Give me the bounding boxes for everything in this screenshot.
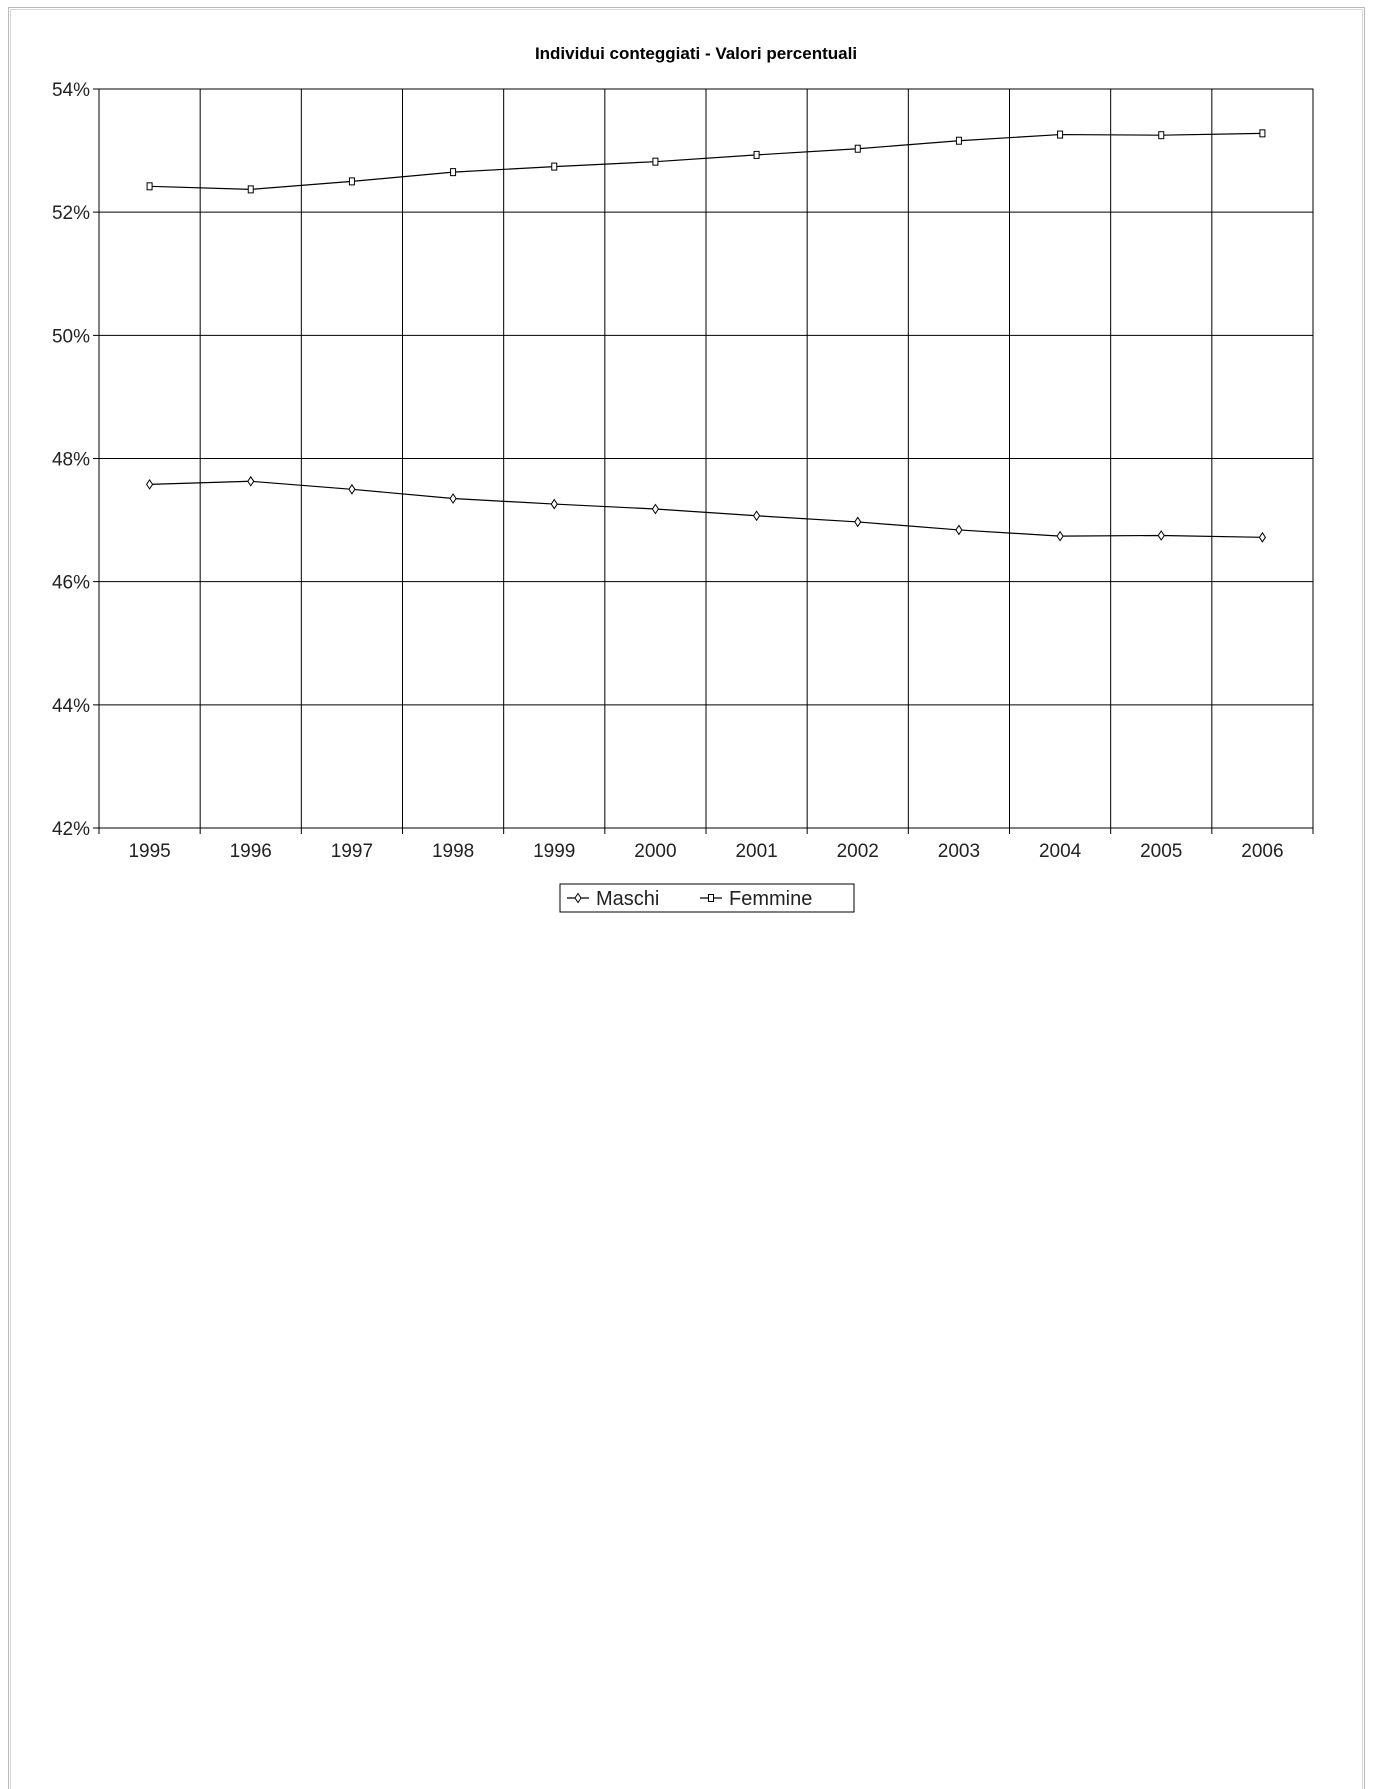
- series: [145, 129, 1267, 543]
- data-point-maschi: [854, 516, 862, 528]
- x-tick-label: 1996: [230, 841, 272, 862]
- grid: [93, 88, 1314, 834]
- data-point-maschi: [247, 475, 255, 487]
- series-line-maschi: [149, 480, 1263, 538]
- x-tick-label: 2000: [634, 841, 676, 862]
- legend-item-maschi: Maschi: [567, 888, 659, 910]
- data-point-maschi: [348, 483, 356, 495]
- legend-label-maschi: Maschi: [596, 888, 659, 910]
- plot-area-border: [98, 88, 1314, 829]
- x-tick-label: 1997: [331, 841, 373, 862]
- data-point-maschi: [1258, 531, 1267, 543]
- data-point-femmine: [854, 144, 861, 153]
- data-point-maschi: [1157, 530, 1165, 541]
- data-point-femmine: [1158, 131, 1165, 140]
- y-tick-label: 48%: [52, 450, 90, 471]
- data-point-maschi: [955, 524, 963, 536]
- data-point-maschi: [145, 478, 154, 490]
- y-tick-label: 46%: [52, 573, 90, 594]
- data-point-maschi: [1056, 530, 1064, 542]
- data-point-femmine: [753, 150, 760, 159]
- y-tick-label: 42%: [52, 819, 90, 840]
- data-point-maschi: [449, 493, 457, 504]
- x-tick-label: 2002: [837, 841, 879, 862]
- data-point-femmine: [1259, 129, 1266, 138]
- y-tick-label: 44%: [52, 696, 90, 717]
- data-point-femmine: [551, 162, 558, 171]
- series-femmine: [146, 129, 1266, 194]
- legend-item-femmine: Femmine: [700, 888, 812, 910]
- x-tick-label: 1999: [533, 841, 575, 862]
- data-point-femmine: [1057, 130, 1064, 139]
- data-point-maschi: [752, 510, 761, 522]
- legend-label-femmine: Femmine: [729, 888, 812, 910]
- data-point-maschi: [550, 498, 558, 510]
- x-tick-label: 2003: [938, 841, 980, 862]
- y-tick-label: 54%: [52, 80, 90, 101]
- x-tick-label: 1995: [128, 841, 170, 862]
- data-point-femmine: [652, 157, 659, 166]
- series-maschi: [145, 475, 1267, 543]
- x-tick-label: 2001: [735, 841, 777, 862]
- data-point-femmine: [146, 182, 153, 191]
- x-tick-label: 2004: [1039, 841, 1082, 862]
- x-tick-label: 2006: [1241, 841, 1283, 862]
- legend-marker-maschi: [574, 892, 582, 904]
- legend-marker-femmine: [708, 894, 714, 902]
- chart-title: Individui conteggiati - Valori percentua…: [535, 44, 857, 63]
- legend: Maschi Femmine: [559, 883, 855, 913]
- y-tick-label: 52%: [52, 203, 90, 224]
- x-tick-label: 1998: [432, 841, 474, 862]
- data-point-femmine: [247, 185, 254, 194]
- data-point-maschi: [651, 503, 660, 515]
- data-point-femmine: [450, 168, 457, 177]
- series-line-femmine: [149, 132, 1263, 190]
- x-tick-label: 2005: [1140, 841, 1182, 862]
- data-point-femmine: [348, 177, 355, 186]
- data-point-femmine: [955, 136, 962, 145]
- y-tick-label: 50%: [52, 326, 90, 347]
- axes: 42% 44% 46% 48% 50% 52% 54% 1995 1996 1997 1998 199…: [52, 80, 1284, 862]
